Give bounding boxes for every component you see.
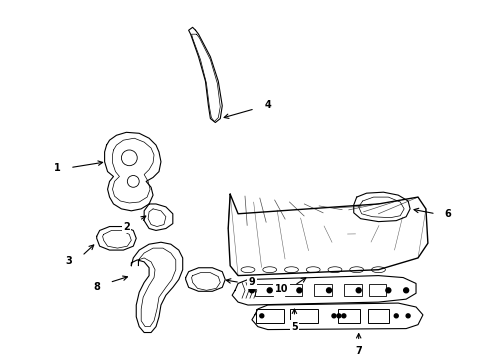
Text: 6: 6: [444, 209, 450, 219]
Text: 9: 9: [248, 278, 255, 288]
Text: 10: 10: [274, 284, 288, 294]
Text: 8: 8: [93, 282, 100, 292]
Text: 1: 1: [54, 163, 61, 173]
Circle shape: [331, 314, 335, 318]
Bar: [255, 309, 283, 323]
Circle shape: [341, 314, 345, 318]
Circle shape: [296, 288, 301, 293]
Bar: [254, 284, 272, 296]
Circle shape: [326, 288, 331, 293]
Circle shape: [393, 314, 397, 318]
Circle shape: [385, 288, 390, 293]
Circle shape: [259, 314, 263, 318]
Bar: [284, 284, 302, 296]
Bar: [343, 284, 361, 296]
Bar: [337, 309, 359, 323]
Bar: [367, 309, 388, 323]
Circle shape: [249, 288, 254, 293]
Circle shape: [406, 314, 409, 318]
Text: 2: 2: [122, 221, 129, 231]
Text: 4: 4: [264, 100, 270, 110]
Text: 7: 7: [355, 346, 361, 356]
Circle shape: [403, 288, 408, 293]
Text: 3: 3: [65, 256, 72, 266]
Circle shape: [355, 288, 361, 293]
Text: 5: 5: [290, 321, 297, 332]
Circle shape: [336, 314, 340, 318]
Circle shape: [267, 288, 272, 293]
Bar: [290, 309, 318, 323]
Bar: [314, 284, 331, 296]
Bar: [368, 284, 386, 296]
